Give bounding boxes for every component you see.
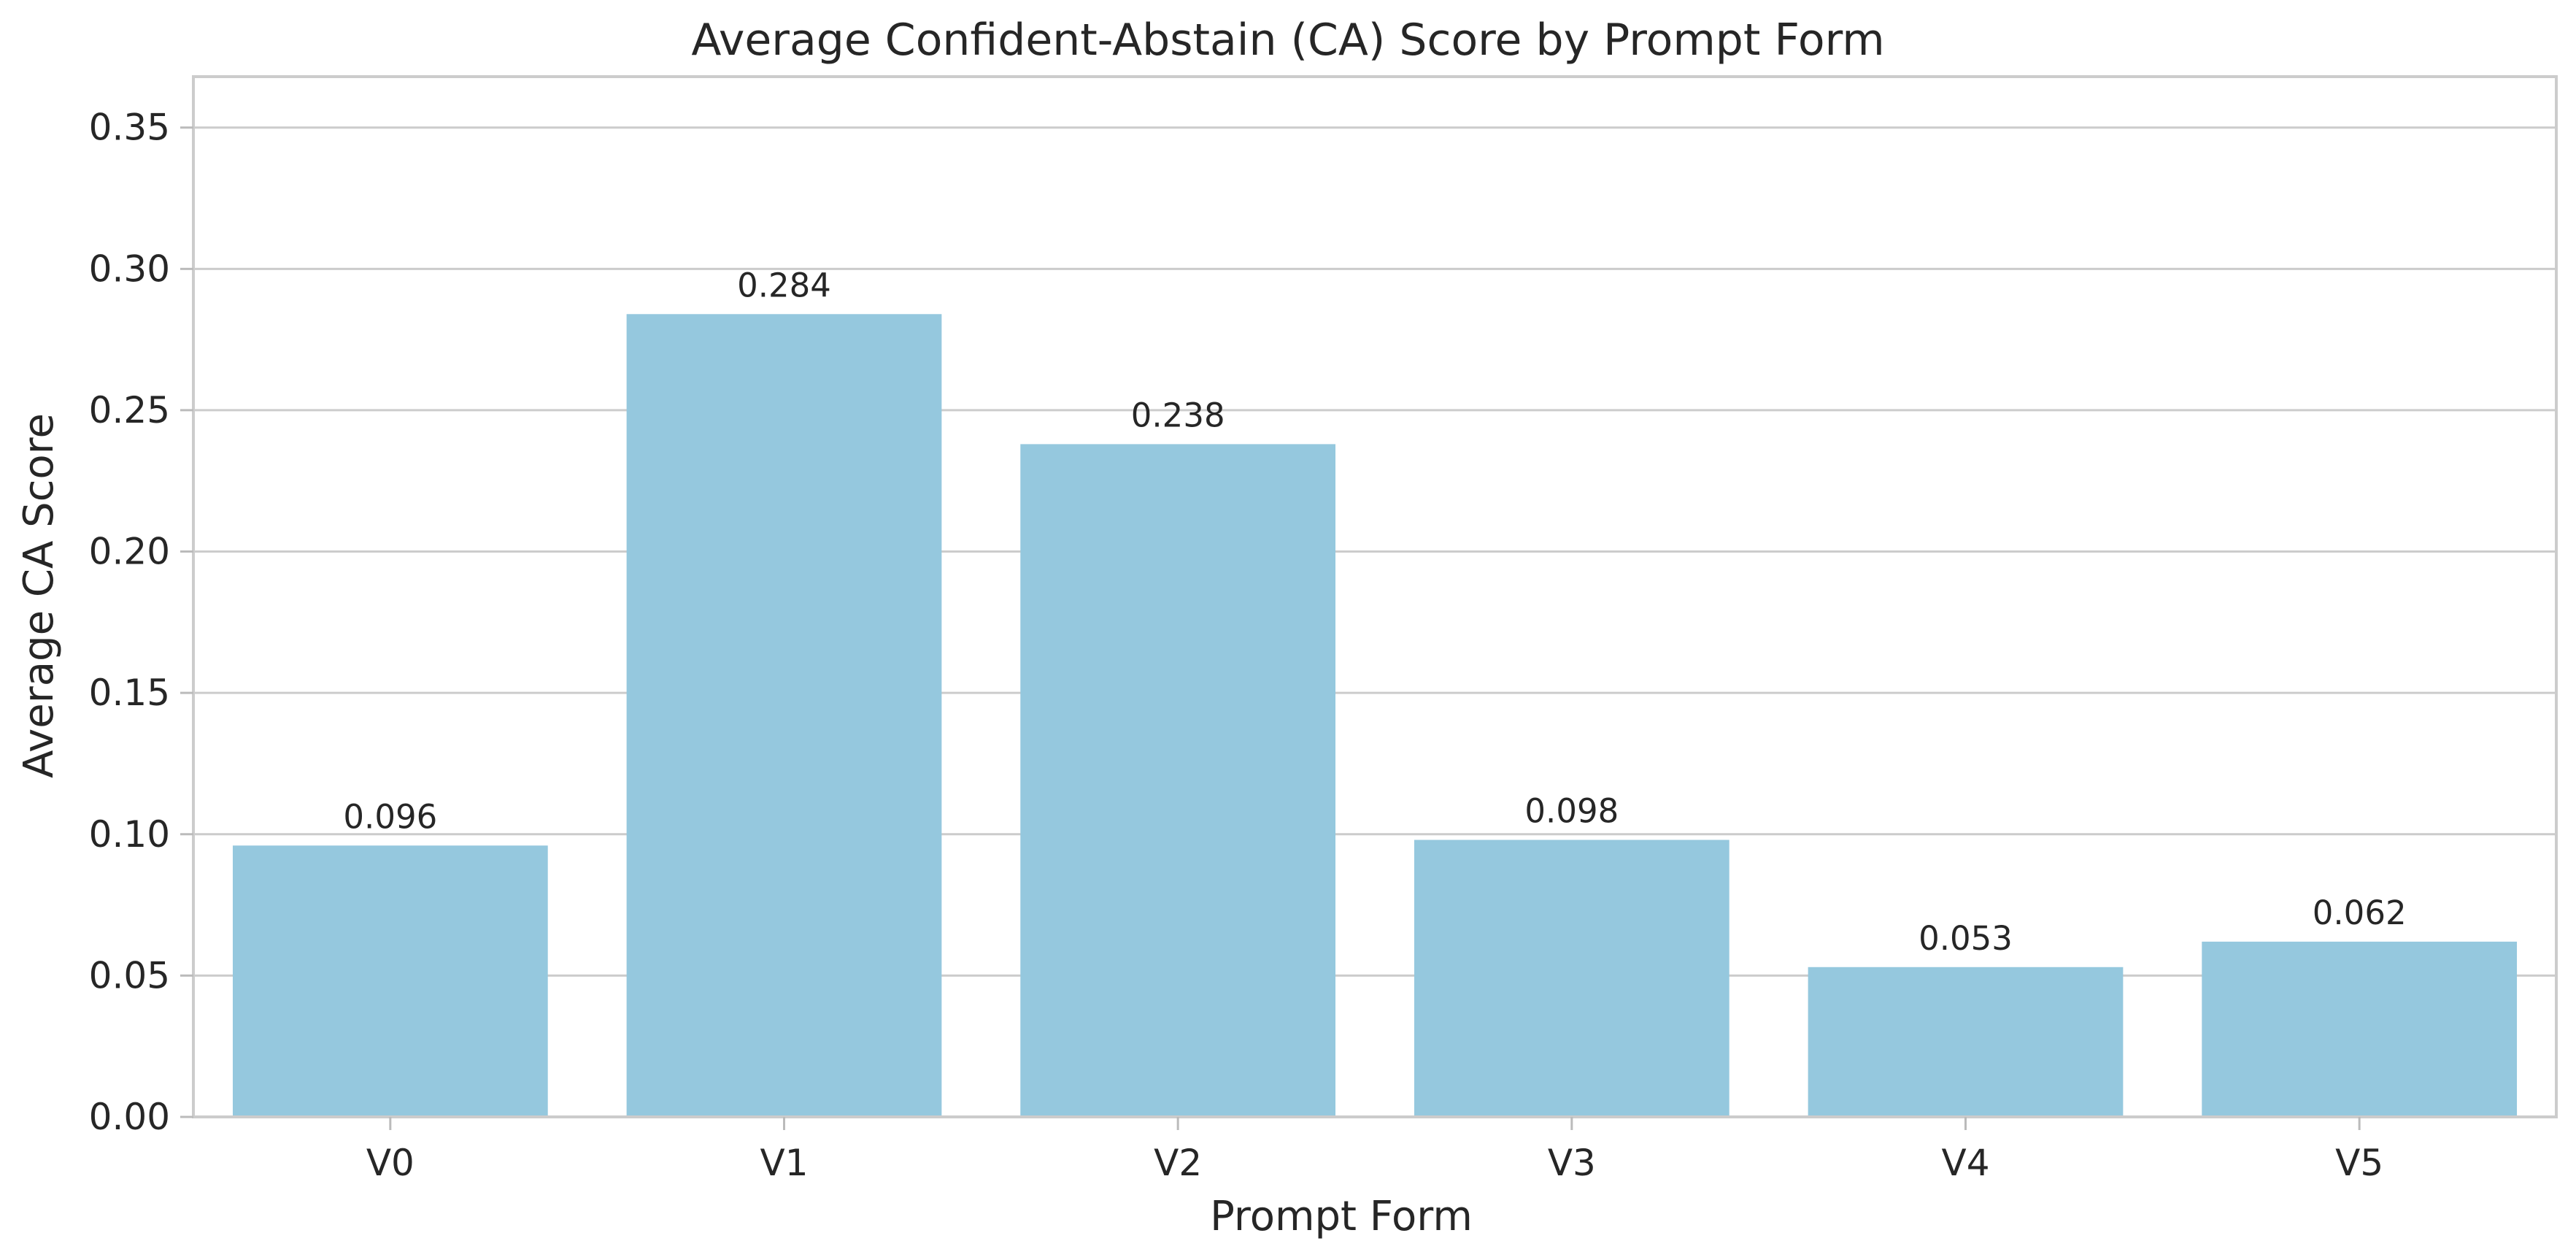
bar-v3 bbox=[1414, 840, 1729, 1117]
data-label-v0: 0.096 bbox=[343, 797, 437, 836]
y-tick-label: 0.00 bbox=[89, 1096, 170, 1138]
bar-v2 bbox=[1020, 444, 1336, 1117]
data-label-v1: 0.284 bbox=[737, 266, 831, 304]
data-label-v5: 0.062 bbox=[2313, 894, 2407, 932]
bars bbox=[232, 314, 2518, 1117]
bar-v1 bbox=[626, 314, 942, 1117]
data-label-v3: 0.098 bbox=[1524, 792, 1619, 831]
x-tick-label: V3 bbox=[1548, 1142, 1596, 1184]
y-axis-title: Average CA Score bbox=[15, 413, 63, 778]
data-labels: 0.096 0.284 0.238 0.098 0.053 0.062 bbox=[343, 266, 2406, 957]
y-tick-label: 0.20 bbox=[89, 531, 170, 573]
chart-title: Average Confident-Abstain (CA) Score by … bbox=[691, 15, 1884, 66]
data-label-v2: 0.238 bbox=[1131, 396, 1225, 434]
x-tick-label: V2 bbox=[1154, 1142, 1202, 1184]
gridlines bbox=[193, 126, 2556, 977]
x-tick-label: V5 bbox=[2335, 1142, 2383, 1184]
bar-v5 bbox=[2202, 941, 2518, 1117]
x-axis-title: Prompt Form bbox=[1210, 1193, 1473, 1240]
y-axis: 0.00 0.05 0.10 0.15 0.20 0.25 0.30 0.35 bbox=[89, 107, 193, 1138]
y-tick-label: 0.35 bbox=[89, 107, 170, 149]
data-label-v4: 0.053 bbox=[1918, 919, 2013, 958]
y-tick-label: 0.25 bbox=[89, 389, 170, 431]
plot-frame bbox=[192, 75, 2558, 1118]
x-tick-label: V0 bbox=[366, 1142, 414, 1184]
y-tick-label: 0.10 bbox=[89, 813, 170, 856]
y-tick-label: 0.05 bbox=[89, 954, 170, 996]
x-tick-label: V1 bbox=[760, 1142, 808, 1184]
bar-v4 bbox=[1808, 967, 2124, 1117]
x-tick-label: V4 bbox=[1941, 1142, 1989, 1184]
x-axis: V0 V1 V2 V3 V4 V5 bbox=[366, 1117, 2383, 1184]
y-tick-label: 0.15 bbox=[89, 672, 170, 714]
bar-v0 bbox=[232, 845, 548, 1117]
y-tick-label: 0.30 bbox=[89, 247, 170, 290]
